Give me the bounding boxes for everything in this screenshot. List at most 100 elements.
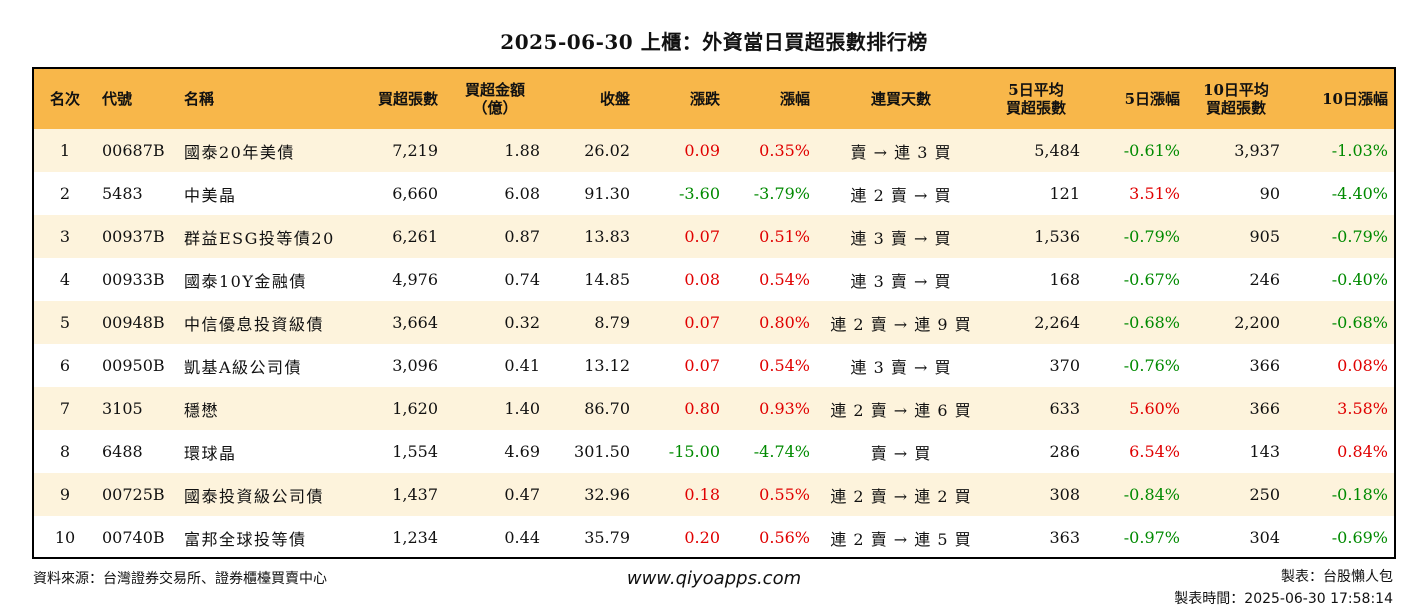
header-code: 代號 <box>102 90 133 108</box>
cell-pct10: 0.84% <box>1337 442 1388 461</box>
cell-streak: 連 2 賣 → 連 5 買 <box>830 529 972 549</box>
cell-avg10: 143 <box>1249 442 1280 461</box>
cell-name: 國泰投資級公司債 <box>184 486 325 506</box>
cell-pct10: -4.40% <box>1331 184 1388 203</box>
cell-rank: 4 <box>59 270 71 289</box>
cell-rank: 10 <box>54 528 76 547</box>
table-row: 6 00950B 凱基A級公司債 3,096 0.41 13.12 0.07 0.54% 連 3… <box>34 344 1394 387</box>
cell-rank: 6 <box>59 356 71 375</box>
cell-close: 14.85 <box>584 270 630 289</box>
cell-rank: 2 <box>59 184 71 203</box>
cell-change-pct: 0.80% <box>759 313 810 332</box>
ranking-table-frame: 名次 代號 名稱 買超張數 買超金額 （億） 收盤 漲跌 漲幅 連買天數 5日平… <box>32 67 1396 559</box>
cell-code: 3105 <box>102 399 143 418</box>
cell-avg10: 304 <box>1249 528 1280 547</box>
cell-net-buy-amount: 1.88 <box>504 141 540 160</box>
cell-net-buy-lots: 1,234 <box>392 528 438 547</box>
cell-pct5: 3.51% <box>1129 184 1180 203</box>
cell-pct5: 5.60% <box>1129 399 1180 418</box>
cell-change: 0.18 <box>684 485 720 504</box>
cell-change-pct: 0.56% <box>759 528 810 547</box>
table-row: 8 6488 環球晶 1,554 4.69 301.50 -15.00 -4.74% 賣 → 買… <box>34 430 1394 473</box>
cell-pct10: -0.69% <box>1331 528 1388 547</box>
cell-name: 國泰20年美債 <box>184 142 295 162</box>
cell-pct5: -0.84% <box>1123 485 1180 504</box>
table-row: 5 00948B 中信優息投資級債 3,664 0.32 8.79 0.07 0.80% 連 2… <box>34 301 1394 344</box>
cell-net-buy-amount: 0.74 <box>504 270 540 289</box>
cell-change: 0.07 <box>684 313 720 332</box>
cell-change: 0.07 <box>684 227 720 246</box>
cell-pct10: -0.68% <box>1331 313 1388 332</box>
cell-pct5: -0.68% <box>1123 313 1180 332</box>
cell-change: 0.80 <box>684 399 720 418</box>
cell-avg5: 2,264 <box>1034 313 1080 332</box>
cell-avg5: 633 <box>1049 399 1080 418</box>
made-time: 製表時間：2025-06-30 17:58:14 <box>1174 591 1393 607</box>
cell-name: 環球晶 <box>184 443 237 463</box>
cell-pct5: -0.76% <box>1123 356 1180 375</box>
cell-code: 00933B <box>102 270 165 289</box>
cell-code: 00948B <box>102 313 165 332</box>
cell-streak: 連 2 賣 → 連 6 買 <box>830 400 972 420</box>
header-avg5: 5日平均 買超張數 <box>986 69 1086 129</box>
cell-pct10: -0.79% <box>1331 227 1388 246</box>
cell-avg10: 90 <box>1259 184 1280 203</box>
cell-code: 00950B <box>102 356 165 375</box>
cell-code: 00687B <box>102 141 165 160</box>
cell-name: 凱基A級公司債 <box>184 357 303 377</box>
cell-change-pct: 0.51% <box>759 227 810 246</box>
cell-streak: 連 3 賣 → 買 <box>850 271 952 291</box>
header-net-buy-lots: 買超張數 <box>377 90 438 108</box>
header-avg5-line2: 買超張數 <box>1005 99 1066 117</box>
header-avg5-line1: 5日平均 <box>1008 81 1064 99</box>
cell-code: 6488 <box>102 442 143 461</box>
cell-avg10: 3,937 <box>1234 141 1280 160</box>
header-change: 漲跌 <box>689 90 720 108</box>
cell-close: 13.12 <box>584 356 630 375</box>
cell-change-pct: 0.54% <box>759 356 810 375</box>
cell-streak: 連 3 賣 → 買 <box>850 357 952 377</box>
cell-net-buy-amount: 0.41 <box>504 356 540 375</box>
header-rank: 名次 <box>49 90 80 108</box>
cell-change: 0.08 <box>684 270 720 289</box>
cell-net-buy-lots: 7,219 <box>392 141 438 160</box>
header-pct10: 10日漲幅 <box>1322 90 1388 108</box>
cell-code: 00740B <box>102 528 165 547</box>
cell-avg10: 2,200 <box>1234 313 1280 332</box>
cell-name: 穩懋 <box>184 400 220 420</box>
cell-streak: 連 2 賣 → 連 2 買 <box>830 486 972 506</box>
cell-net-buy-lots: 1,437 <box>392 485 438 504</box>
header-net-buy-amount-line1: 買超金額 <box>464 81 525 99</box>
cell-change-pct: 0.55% <box>759 485 810 504</box>
cell-streak: 連 3 賣 → 買 <box>850 228 952 248</box>
cell-streak: 連 2 賣 → 連 9 買 <box>830 314 972 334</box>
cell-avg10: 250 <box>1249 485 1280 504</box>
cell-close: 13.83 <box>584 227 630 246</box>
cell-avg10: 366 <box>1249 356 1280 375</box>
cell-net-buy-amount: 4.69 <box>504 442 540 461</box>
footer-credits: 製表：台股懶人包 製表時間：2025-06-30 17:58:14 <box>1174 566 1393 610</box>
cell-pct10: -1.03% <box>1331 141 1388 160</box>
cell-change-pct: -4.74% <box>753 442 810 461</box>
table-row: 3 00937B 群益ESG投等債20 6,261 0.87 13.83 0.07 0.51%… <box>34 215 1394 258</box>
cell-change: 0.20 <box>684 528 720 547</box>
cell-avg5: 1,536 <box>1034 227 1080 246</box>
header-name: 名稱 <box>184 90 215 108</box>
cell-pct5: -0.79% <box>1123 227 1180 246</box>
cell-avg5: 121 <box>1049 184 1080 203</box>
cell-change-pct: 0.54% <box>759 270 810 289</box>
cell-name: 富邦全球投等債 <box>184 529 307 549</box>
cell-pct5: -0.67% <box>1123 270 1180 289</box>
cell-net-buy-lots: 1,554 <box>392 442 438 461</box>
table-row: 4 00933B 國泰10Y金融債 4,976 0.74 14.85 0.08 0.54% 連 … <box>34 258 1394 301</box>
cell-streak: 賣 → 買 <box>870 443 932 463</box>
header-net-buy-amount: 買超金額 （億） <box>444 69 546 129</box>
table-header-row: 名次 代號 名稱 買超張數 買超金額 （億） 收盤 漲跌 漲幅 連買天數 5日平… <box>34 69 1394 129</box>
header-avg10: 10日平均 買超張數 <box>1186 69 1286 129</box>
cell-avg10: 366 <box>1249 399 1280 418</box>
website-url: www.qiyoapps.com <box>626 568 802 589</box>
data-source: 資料來源：台灣證券交易所、證券櫃檯買賣中心 <box>33 571 327 587</box>
cell-rank: 8 <box>59 442 71 461</box>
cell-net-buy-lots: 1,620 <box>392 399 438 418</box>
cell-pct5: -0.61% <box>1123 141 1180 160</box>
